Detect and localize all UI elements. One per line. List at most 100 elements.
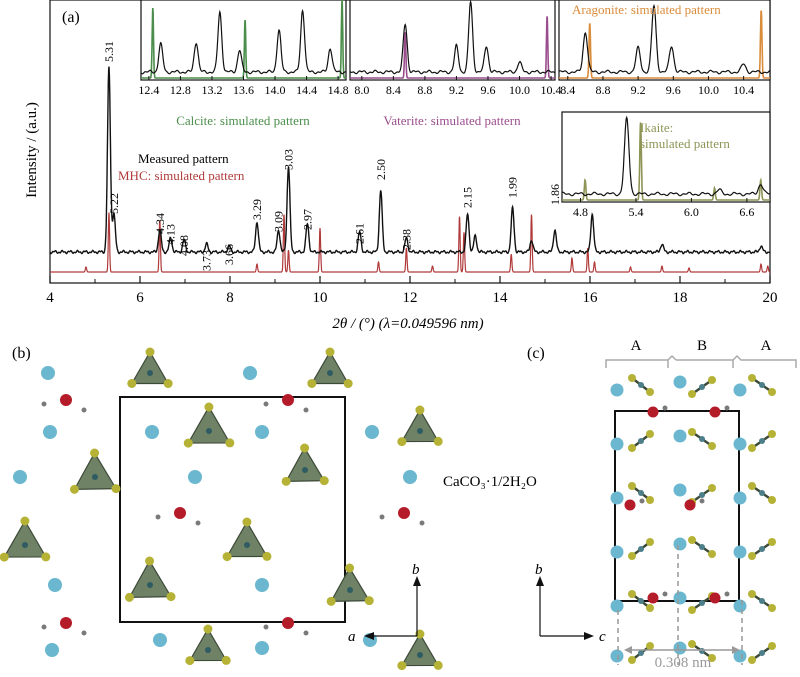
inset-measured-line — [558, 3, 771, 75]
carbonate-oxygen — [397, 437, 407, 447]
carbonate-oxygen — [628, 590, 636, 598]
calcium-atom — [610, 545, 624, 559]
calcium-atom — [365, 425, 379, 439]
hydrogen-atom — [41, 624, 47, 630]
inset-tick-label: 6.6 — [739, 205, 754, 219]
peak-label: 4.34 — [153, 213, 167, 234]
carbonate-oxygen — [646, 604, 654, 612]
carbonate-oxygen — [628, 656, 636, 664]
carbonate-oxygen — [166, 592, 176, 602]
hydrogen-atom — [81, 630, 87, 636]
carbon-atom — [759, 650, 765, 656]
inset-tick-label: 5.4 — [628, 205, 643, 219]
layer-label-a-right: A — [761, 338, 772, 354]
carbonate-group — [3, 519, 47, 558]
carbonate-oxygen — [748, 482, 756, 490]
vaterite-inset: 8.0 8.4 8.8 9.2 9.6 10.0 10.4 Vaterite: simulat… — [349, 0, 562, 128]
water-oxygen — [684, 499, 696, 511]
inset-caption: Ikaite: — [640, 120, 673, 135]
carbonate-oxygen — [281, 476, 291, 486]
calcium-atom — [673, 537, 687, 551]
inset-simulated-line — [559, 10, 770, 79]
carbon-atom — [638, 382, 644, 388]
carbonate-oxygen — [628, 444, 636, 452]
carbonate-oxygen — [748, 656, 756, 664]
carbon-atom — [347, 587, 353, 593]
calcium-atom — [48, 578, 62, 592]
axis-c-label: c — [599, 629, 606, 645]
carbonate-oxygen — [433, 660, 443, 670]
carbon-atom — [327, 370, 333, 376]
carbonate-oxygen — [242, 517, 252, 527]
carbon-atom — [759, 382, 765, 388]
unit-cell-b — [119, 396, 346, 623]
carbonate-oxygen — [708, 654, 716, 662]
peak-label: 5.22 — [107, 193, 121, 214]
axis-b-label-b: b — [412, 562, 420, 578]
x-tick-label: 20 — [763, 290, 778, 306]
carbon-atom — [699, 600, 705, 606]
hydrogen-atom — [699, 498, 705, 504]
carbonate-oxygen — [364, 596, 374, 606]
carbonate-oxygen — [345, 563, 355, 573]
carbonate-oxygen — [688, 428, 696, 436]
carbonate-oxygen — [708, 376, 716, 384]
carbonate-oxygen — [768, 430, 776, 438]
inset-frame — [558, 0, 771, 81]
calcium-atom — [43, 425, 57, 439]
carbon-atom — [638, 650, 644, 656]
panel-a: (a) 4 6 8 10 12 14 16 18 20 2θ / (°) (λ=0.049596… — [24, 0, 778, 332]
carbonate-oxygen — [748, 444, 756, 452]
measured-pattern-line — [49, 66, 771, 255]
water-oxygen — [647, 592, 659, 604]
layer-brackets — [605, 354, 797, 368]
hydrogen-atom — [662, 591, 668, 597]
inset-tick-label: 14.0 — [265, 83, 286, 97]
carbonate-oxygen — [688, 536, 696, 544]
main-y-axis-label: Intensity / (a.u.) — [24, 102, 40, 198]
inset-tick-label: 9.2 — [449, 83, 464, 97]
water-oxygen — [60, 617, 72, 629]
legend-measured-pattern: Measured pattern — [138, 151, 229, 166]
inset-tick-label: 14.4 — [296, 83, 317, 97]
carbonate-oxygen — [204, 402, 214, 412]
axis-a-label: a — [348, 629, 356, 645]
carbonate-oxygen — [628, 374, 636, 382]
carbon-atom — [699, 436, 705, 442]
inset-tick-label: 12.8 — [170, 83, 191, 97]
carbon-atom — [759, 490, 765, 496]
inset-tick-label: 13.2 — [201, 83, 222, 97]
carbonate-oxygen — [90, 448, 100, 458]
peak-label: 4.08 — [177, 235, 191, 256]
panel-label-b: (b) — [12, 345, 31, 362]
inset-tick-label: 9.2 — [631, 83, 646, 97]
inset-simulated-line — [562, 122, 770, 201]
legend-mhc-simulated-pattern: MHC: simulated pattern — [118, 168, 245, 183]
carbon-atom — [699, 384, 705, 390]
carbon-atom — [147, 582, 153, 588]
axes-b: a b — [348, 562, 421, 645]
inset-tick-label: 10.4 — [541, 83, 562, 97]
hydrogen-atom — [263, 624, 269, 630]
carbonate-group — [73, 451, 118, 490]
panel-label-a: (a) — [62, 9, 80, 26]
hydrogen-atom — [303, 407, 309, 413]
carbonate-oxygen — [768, 642, 776, 650]
carbon-atom — [638, 598, 644, 604]
carbonate-oxygen — [307, 378, 317, 388]
main-x-axis-label: 2θ / (°) (λ=0.049596 nm) — [332, 316, 483, 332]
peak-label: 3.66 — [222, 244, 236, 265]
carbonate-group — [226, 520, 269, 558]
calcium-atom — [145, 425, 159, 439]
carbonate-oxygen — [646, 642, 654, 650]
carbonate-oxygen — [708, 484, 716, 492]
peak-label: 2.61 — [353, 223, 367, 244]
inset-tick-label: 13.6 — [233, 83, 254, 97]
carbonate-group — [310, 350, 350, 385]
x-tick-label: 4 — [46, 290, 54, 306]
inset-simulated-line — [350, 16, 556, 79]
inset-tick-label: 10.0 — [509, 83, 530, 97]
carbonate-oxygen — [325, 347, 335, 357]
panel-b: (b) CaCO₃·1/2H₂O a b — [0, 345, 537, 671]
hydrogen-atom — [155, 514, 161, 520]
